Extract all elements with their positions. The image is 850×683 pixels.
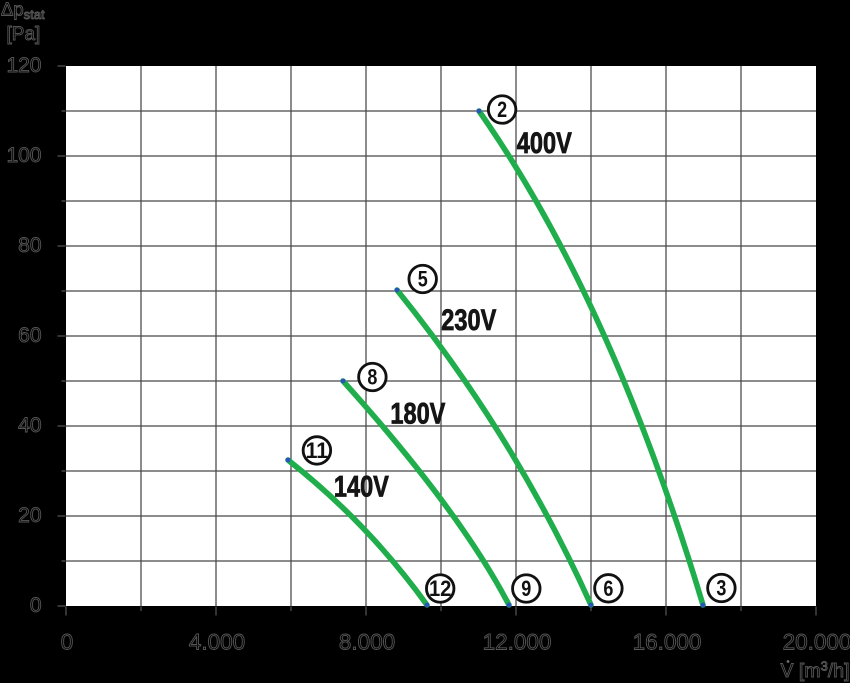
svg-text:0: 0: [61, 630, 74, 655]
svg-text:3: 3: [716, 576, 726, 601]
svg-text:2: 2: [497, 97, 507, 122]
svg-text:12: 12: [429, 576, 452, 601]
svg-text:V [m3/h]: V [m3/h]: [781, 659, 850, 683]
svg-text:60: 60: [18, 324, 41, 347]
svg-text:8.000: 8.000: [339, 630, 395, 655]
svg-text:20: 20: [18, 504, 41, 527]
svg-text:8: 8: [367, 365, 377, 390]
svg-text:5: 5: [418, 267, 428, 292]
svg-text:16.000: 16.000: [633, 630, 702, 655]
svg-text:9: 9: [521, 576, 531, 601]
svg-text:120: 120: [6, 54, 41, 77]
svg-text:4.000: 4.000: [189, 630, 245, 655]
svg-text:230V: 230V: [441, 304, 496, 337]
svg-text:6: 6: [603, 576, 613, 601]
svg-text:140V: 140V: [334, 471, 389, 504]
svg-text:100: 100: [6, 144, 41, 167]
svg-text:Δpstat: Δpstat: [1, 0, 45, 22]
svg-text:80: 80: [18, 234, 41, 257]
svg-text:180V: 180V: [390, 397, 445, 430]
svg-text:12.000: 12.000: [483, 630, 552, 655]
svg-text:400V: 400V: [517, 127, 572, 160]
svg-text:0: 0: [30, 594, 42, 617]
svg-text:[Pa]: [Pa]: [7, 24, 41, 45]
svg-text:20.000: 20.000: [783, 630, 850, 655]
svg-text:40: 40: [18, 414, 41, 437]
svg-text:11: 11: [306, 438, 329, 463]
